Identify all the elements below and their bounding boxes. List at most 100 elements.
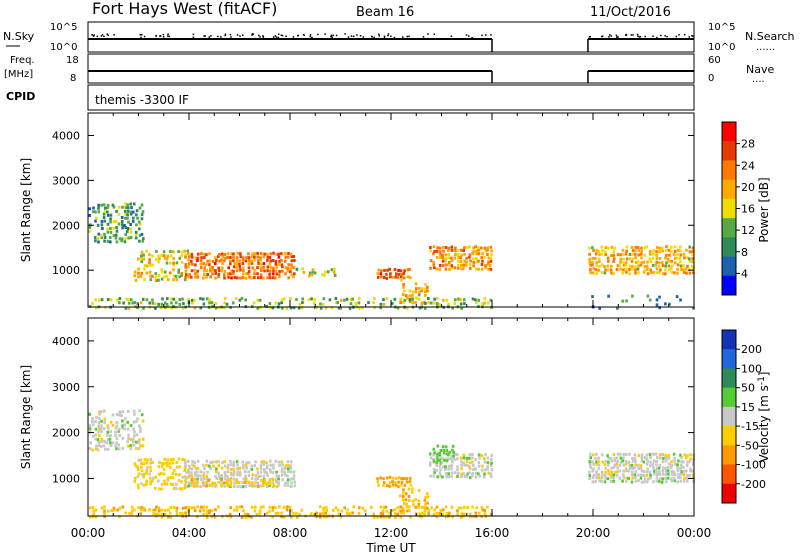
velocity-cell xyxy=(435,511,439,515)
power-cell xyxy=(321,273,324,277)
velocity-cell xyxy=(682,479,686,483)
velocity-cell xyxy=(633,473,637,477)
power-cell xyxy=(100,219,104,223)
velocity-cell xyxy=(447,457,451,461)
power-cell xyxy=(178,256,182,260)
velocity-cell xyxy=(589,465,592,469)
power-cell xyxy=(289,266,292,270)
power-cell xyxy=(474,298,477,302)
velocity-cell xyxy=(143,472,146,476)
velocity-cell xyxy=(272,484,276,488)
power-cell xyxy=(268,302,272,306)
power-cell xyxy=(429,259,433,263)
power-cell xyxy=(121,205,124,209)
velocity-cell xyxy=(91,420,94,424)
power-cell xyxy=(130,206,133,210)
velocity-cell xyxy=(121,424,124,428)
power-cell xyxy=(397,268,400,272)
velocity-cell xyxy=(187,474,191,478)
velocity-cell xyxy=(300,508,304,512)
velocity-cell xyxy=(379,476,382,480)
velocity-cell xyxy=(456,468,459,472)
velocity-cell xyxy=(691,462,695,466)
power-cell xyxy=(239,268,242,272)
velocity-cell xyxy=(135,447,138,451)
power-cell xyxy=(483,255,486,259)
power-cell xyxy=(645,264,649,268)
power-cell xyxy=(680,268,683,271)
power-cell xyxy=(691,250,694,254)
velocity-cell xyxy=(196,459,200,463)
power-colorbar-label: Power [dB] xyxy=(757,177,771,242)
velocity-cell xyxy=(172,506,176,509)
velocity-cell xyxy=(205,509,209,513)
nsearch-point xyxy=(378,33,380,36)
velocity-cell xyxy=(388,481,392,485)
power-cell xyxy=(280,258,283,262)
velocity-cell xyxy=(624,462,628,466)
power-cell xyxy=(400,275,403,279)
power-cell xyxy=(214,271,217,275)
power-cell xyxy=(117,205,121,209)
velocity-cell xyxy=(208,464,211,468)
velocity-cell xyxy=(457,506,461,510)
power-cell xyxy=(230,269,233,273)
time-tick-label: 12:00 xyxy=(374,526,409,540)
velocity-cell xyxy=(313,512,316,516)
power-cell xyxy=(208,252,211,256)
power-cell xyxy=(459,302,463,306)
velocity-cell xyxy=(649,464,652,468)
velocity-cell xyxy=(103,417,107,421)
power-cell xyxy=(450,248,454,252)
velocity-cell xyxy=(109,443,113,447)
power-cell xyxy=(323,273,326,277)
power-cell xyxy=(115,229,119,233)
velocity-cell xyxy=(232,464,236,468)
nsearch-point xyxy=(281,34,284,37)
power-cell xyxy=(631,252,634,256)
nsearch-point xyxy=(609,34,611,36)
velocity-cell xyxy=(426,492,429,496)
power-cell xyxy=(172,278,175,282)
velocity-cell xyxy=(258,512,262,516)
power-cell xyxy=(441,264,445,267)
power-cell xyxy=(414,301,417,304)
velocity-cell xyxy=(259,474,262,478)
velocity-cell xyxy=(346,508,349,512)
power-cell xyxy=(124,213,127,216)
power-cell xyxy=(277,252,280,256)
power-cell xyxy=(124,202,127,206)
power-cell xyxy=(200,265,203,269)
freq-tick-bottom: 8 xyxy=(70,73,76,84)
velocity-cell xyxy=(229,506,233,510)
power-cell xyxy=(157,254,160,258)
power-cell xyxy=(140,257,143,261)
power-cell xyxy=(256,272,259,276)
power-cell xyxy=(692,271,695,275)
power-cell xyxy=(426,289,429,293)
power-cell xyxy=(259,276,263,279)
power-cell xyxy=(411,301,415,305)
velocity-cell xyxy=(285,508,289,512)
velocity-cell xyxy=(595,470,598,474)
velocity-cell xyxy=(258,509,262,513)
velocity-cell xyxy=(417,503,421,506)
velocity-cell xyxy=(402,495,405,498)
velocity-cell xyxy=(655,463,658,467)
velocity-cell xyxy=(218,477,222,481)
time-tick-label: 04:00 xyxy=(172,526,207,540)
velocity-cell xyxy=(627,469,631,473)
velocity-cell xyxy=(660,480,664,484)
velocity-cell xyxy=(160,515,164,519)
velocity-cell xyxy=(126,440,129,444)
velocity-cell xyxy=(262,484,265,488)
power-cell xyxy=(447,249,450,252)
power-cell xyxy=(402,283,405,286)
power-cell xyxy=(474,245,477,249)
velocity-cell xyxy=(450,505,454,509)
velocity-cell xyxy=(452,451,455,454)
power-cell xyxy=(658,257,662,260)
velocity-cell xyxy=(289,464,292,468)
